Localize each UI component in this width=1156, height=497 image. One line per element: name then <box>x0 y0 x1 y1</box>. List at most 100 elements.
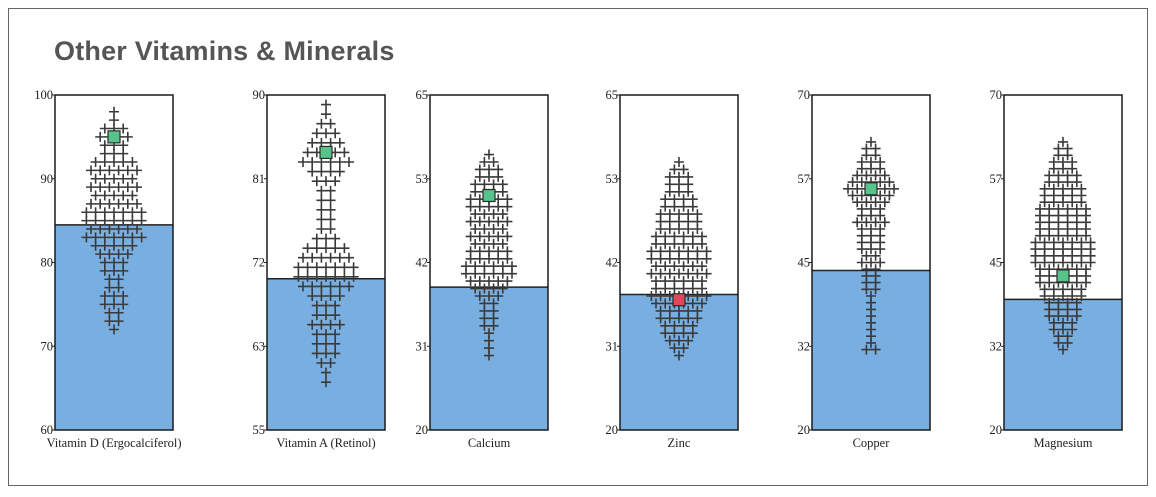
data-point <box>113 249 124 260</box>
data-point <box>127 232 138 243</box>
data-point <box>321 176 331 187</box>
data-point <box>655 268 666 279</box>
data-point <box>293 262 304 273</box>
data-point <box>330 243 341 254</box>
data-point <box>1062 311 1073 322</box>
data-point <box>497 238 508 249</box>
data-point <box>81 207 92 218</box>
y-tick-label: 65 <box>606 88 619 102</box>
data-point <box>884 177 895 188</box>
data-point <box>484 216 494 227</box>
data-point <box>488 209 499 220</box>
data-point <box>674 224 684 234</box>
data-point <box>109 240 119 251</box>
data-point <box>348 271 359 282</box>
data-point <box>99 215 110 226</box>
data-point <box>1053 230 1064 241</box>
y-tick-label: 70 <box>798 88 811 102</box>
data-point <box>664 186 675 197</box>
data-point <box>1085 257 1096 268</box>
data-point <box>104 182 115 193</box>
data-point <box>1076 257 1087 268</box>
data-point <box>334 137 345 148</box>
data-point <box>104 274 115 285</box>
data-point <box>664 253 675 264</box>
data-point <box>325 118 336 129</box>
data-point <box>311 233 322 244</box>
data-point <box>502 216 513 227</box>
data-point <box>484 231 494 242</box>
data-point <box>118 157 129 167</box>
data-point <box>316 281 327 292</box>
data-point <box>334 291 345 301</box>
data-point <box>678 328 689 339</box>
data-point <box>1044 230 1055 241</box>
data-point <box>655 313 666 324</box>
data-point <box>852 170 863 181</box>
data-point <box>118 190 129 201</box>
data-point <box>655 253 666 264</box>
data-point <box>307 252 318 263</box>
data-point <box>856 210 867 221</box>
data-point <box>316 166 327 177</box>
data-point <box>1062 150 1073 161</box>
data-point <box>334 319 345 330</box>
data-point <box>298 157 308 167</box>
data-point <box>687 298 698 309</box>
data-point <box>488 157 499 167</box>
data-point <box>311 300 322 311</box>
y-tick-label: 100 <box>34 88 53 102</box>
y-tick-label: 70 <box>41 339 54 353</box>
y-tick-label: 45 <box>990 256 1003 270</box>
data-point <box>109 148 119 159</box>
data-point <box>122 198 133 209</box>
data-point <box>1076 197 1087 208</box>
data-point <box>646 291 657 301</box>
data-point <box>474 291 485 301</box>
y-tick-label: 55 <box>253 423 266 437</box>
y-tick-label: 20 <box>990 423 1003 437</box>
data-point <box>118 232 129 243</box>
data-point <box>99 140 110 151</box>
data-point <box>1035 230 1045 241</box>
data-point <box>875 244 886 255</box>
y-tick-label: 60 <box>41 423 54 437</box>
data-point <box>674 335 684 346</box>
data-point <box>879 183 890 194</box>
data-point <box>484 291 494 301</box>
data-point <box>311 128 322 139</box>
data-point <box>479 157 490 167</box>
data-point <box>1039 197 1050 208</box>
data-point <box>484 149 494 160</box>
data-point <box>90 240 101 251</box>
data-point <box>660 201 671 212</box>
data-point <box>660 298 671 309</box>
data-point <box>1067 163 1078 174</box>
data-point <box>701 291 712 301</box>
data-point <box>99 173 110 184</box>
data-point <box>669 201 680 212</box>
data-point <box>692 224 703 234</box>
data-point <box>321 243 331 254</box>
highlight-marker <box>864 182 878 196</box>
data-point <box>479 268 490 279</box>
y-tick-label: 32 <box>990 339 1003 353</box>
data-point <box>655 224 666 234</box>
data-point <box>307 319 318 330</box>
data-point <box>646 268 657 279</box>
data-point <box>118 265 129 276</box>
data-point <box>132 224 142 234</box>
data-point <box>1048 291 1059 301</box>
data-point <box>697 238 707 249</box>
data-point <box>669 343 680 354</box>
data-point <box>678 343 689 354</box>
data-point <box>870 170 881 181</box>
data-point <box>321 348 331 359</box>
chart-panel: 70 57 45 32 20 Copper <box>798 88 931 450</box>
data-point <box>493 253 504 264</box>
data-point <box>316 358 327 368</box>
data-point <box>118 299 129 310</box>
data-point <box>470 224 481 234</box>
data-point <box>870 150 881 161</box>
data-point <box>870 344 881 355</box>
